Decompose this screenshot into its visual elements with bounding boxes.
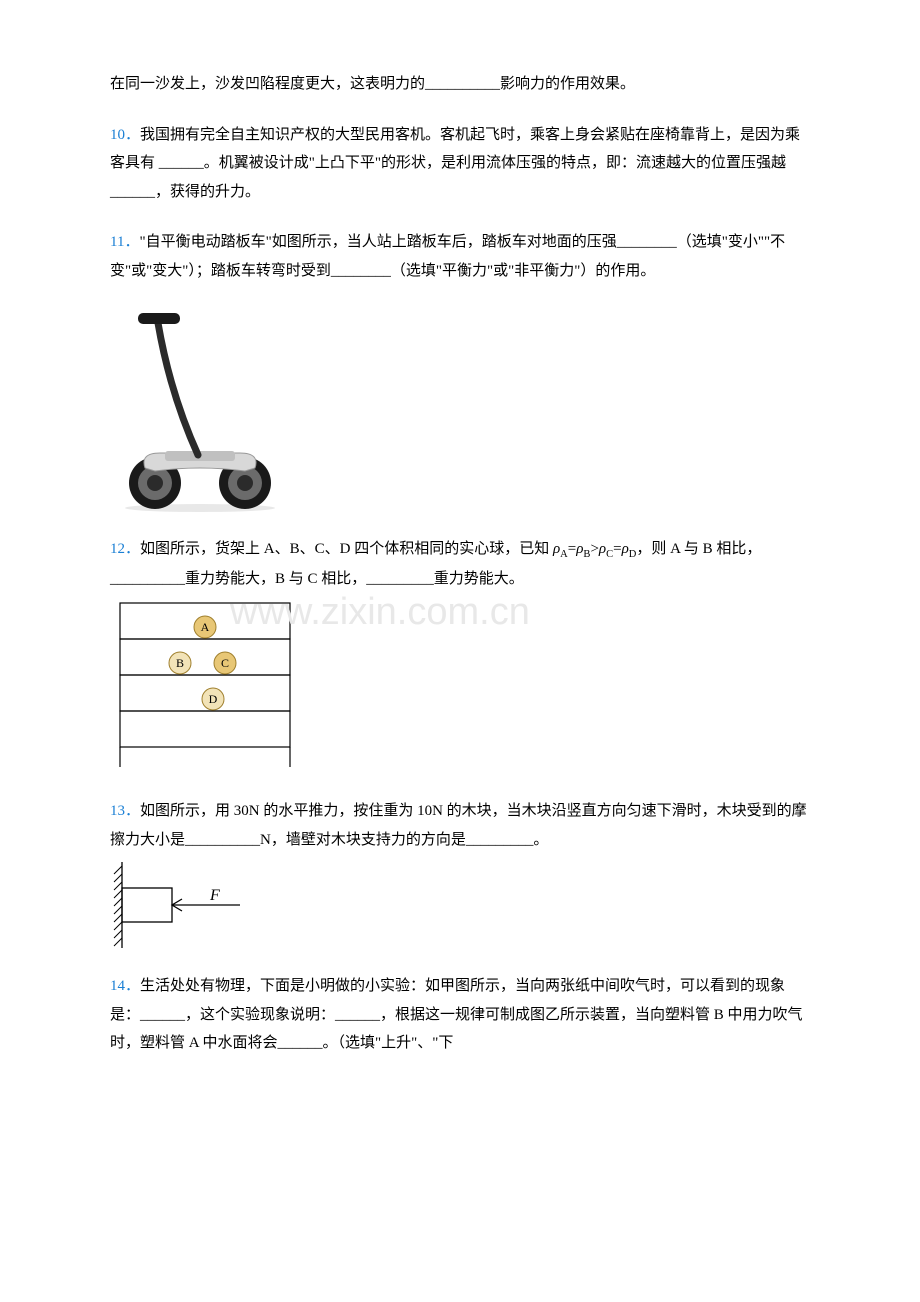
problem-13-text: 如图所示，用 30N 的水平推力，按住重为 10N 的木块，当木块沿竖直方向匀速… <box>110 803 807 848</box>
problem-number: 12． <box>110 541 140 557</box>
problem-13: 13．如图所示，用 30N 的水平推力，按住重为 10N 的木块，当木块沿竖直方… <box>110 797 810 950</box>
problem-number: 10． <box>110 127 140 143</box>
problem-14-text: 生活处处有物理，下面是小明做的小实验：如甲图所示，当向两张纸中间吹气时，可以看到… <box>110 978 803 1051</box>
problem-14: 14．生活处处有物理，下面是小明做的小实验：如甲图所示，当向两张纸中间吹气时，可… <box>110 972 810 1058</box>
problem-number: 11． <box>110 234 139 250</box>
problem-12-text: 如图所示，货架上 A、B、C、D 四个体积相同的实心球，已知 ρA=ρB>ρC=… <box>110 541 761 587</box>
scooter-image <box>110 293 290 513</box>
problem-9-tail: 在同一沙发上，沙发凹陷程度更大，这表明力的__________影响力的作用效果。 <box>110 70 810 99</box>
problem-11-text: "自平衡电动踏板车"如图所示，当人站上踏板车后，踏板车对地面的压强_______… <box>110 234 785 279</box>
problem-12: 12．如图所示，货架上 A、B、C、D 四个体积相同的实心球，已知 ρA=ρB>… <box>110 535 810 775</box>
problem-11: 11．"自平衡电动踏板车"如图所示，当人站上踏板车后，踏板车对地面的压强____… <box>110 228 810 513</box>
problem-number: 13． <box>110 803 140 819</box>
wall-block-diagram: F <box>110 860 280 950</box>
hatching <box>114 866 122 946</box>
force-label: F <box>209 887 220 904</box>
problem-10-text: 我国拥有完全自主知识产权的大型民用客机。客机起飞时，乘客上身会紧贴在座椅靠背上，… <box>110 127 800 200</box>
problem-10: 10．我国拥有完全自主知识产权的大型民用客机。客机起飞时，乘客上身会紧贴在座椅靠… <box>110 121 810 207</box>
problem-number: 14． <box>110 978 140 994</box>
svg-text:B: B <box>176 656 184 670</box>
svg-text:D: D <box>209 692 218 706</box>
block <box>122 888 172 922</box>
svg-text:C: C <box>221 656 229 670</box>
svg-text:A: A <box>201 620 210 634</box>
problem-9-text: 在同一沙发上，沙发凹陷程度更大，这表明力的__________影响力的作用效果。 <box>110 76 635 92</box>
shelf-diagram: A B C D <box>110 599 300 775</box>
